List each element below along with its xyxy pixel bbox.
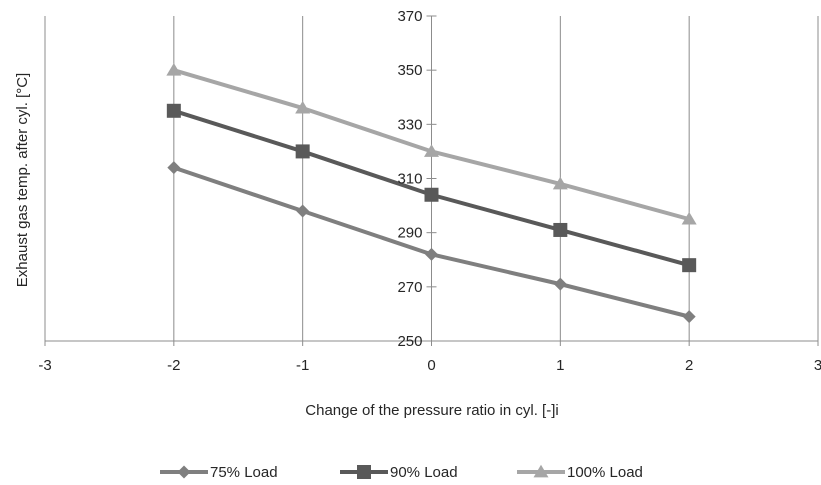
data-point [553,222,568,237]
data-point [424,144,439,157]
legend-marker [177,465,191,479]
series-0 [167,161,696,324]
data-point [296,204,310,218]
data-point [166,103,181,118]
y-axis-title: Exhaust gas temp. after cyl. [°C] [14,73,31,287]
series-layer [166,62,697,324]
y-tick-label: 350 [397,62,422,79]
legend-item: 75% Load [160,464,278,481]
legend-marker [533,464,549,478]
x-tick-label: -3 [38,357,51,374]
data-point [681,211,697,225]
gridlines [173,16,819,341]
data-point [295,144,310,159]
legend-item: 90% Load [340,464,458,481]
tick-labels: 250 270 290 310 330 350 370 -3 -2 -1 0 1 2 3 [38,8,821,374]
data-point [682,310,696,324]
legend: 75% Load 90% Load 100% Load [160,464,643,481]
data-point [167,161,181,175]
x-tick-label: 2 [685,357,693,374]
y-tick-label: 270 [397,279,422,296]
data-point [424,187,439,202]
axes [44,15,819,346]
y-tick-label: 330 [397,116,422,133]
series-2 [166,62,697,225]
legend-label: 100% Load [567,464,643,481]
y-tick-label: 250 [397,333,422,350]
x-tick-label: -1 [296,357,309,374]
x-tick-label: 3 [814,357,821,374]
legend-item: 100% Load [517,464,643,481]
y-tick-label: 370 [397,8,422,25]
y-tick-label: 310 [397,171,422,188]
x-tick-label: 0 [427,357,435,374]
y-tick-label: 290 [397,225,422,242]
x-axis-title: Change of the pressure ratio in cyl. [-]… [305,402,558,419]
legend-marker [357,465,371,479]
legend-label: 75% Load [210,464,278,481]
x-tick-label: 1 [556,357,564,374]
series-1 [166,103,697,273]
x-tick-label: -2 [167,357,180,374]
data-point [166,62,182,76]
data-point [553,277,567,291]
data-point [552,176,568,190]
data-point [295,100,311,114]
data-point [682,258,697,273]
legend-label: 90% Load [390,464,458,481]
data-point [425,247,438,261]
